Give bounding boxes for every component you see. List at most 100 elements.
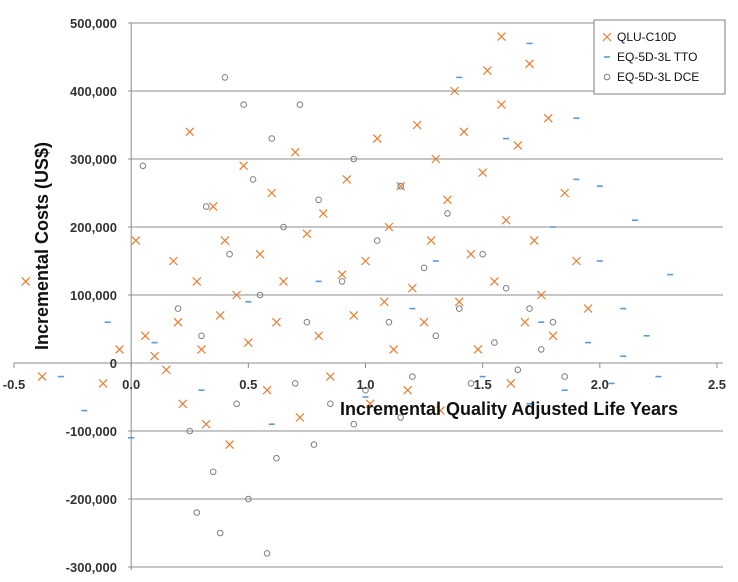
- qlu-c10d-point: [403, 385, 413, 395]
- eq5d-dce-point: [502, 284, 510, 292]
- y-tick-label: -200,000: [66, 492, 117, 507]
- y-tick-label: 0: [110, 356, 117, 371]
- qlu-c10d-point: [466, 249, 476, 259]
- qlu-c10d-point: [478, 168, 488, 178]
- eq5d-dce-point: [226, 250, 233, 258]
- eq5d-dce-point: [514, 366, 522, 374]
- x-tick-label: 2.5: [708, 377, 726, 392]
- qlu-c10d-point: [525, 59, 534, 69]
- qlu-c10d-point: [232, 290, 242, 300]
- qlu-c10d-point: [342, 174, 352, 184]
- eq5d-dce-point: [193, 509, 201, 516]
- qlu-c10d-point: [140, 331, 150, 341]
- eq5d-dce-point: [198, 332, 205, 340]
- eq5d-dce-point: [432, 332, 440, 340]
- qlu-c10d-point: [443, 195, 452, 205]
- x-tick-label: 0.0: [122, 377, 140, 392]
- qlu-c10d-point: [431, 154, 441, 164]
- qlu-c10d-point: [115, 344, 124, 354]
- qlu-c10d-point: [178, 399, 188, 409]
- eq5d-dce-point: [240, 101, 247, 108]
- eq5d-dce-point: [268, 135, 276, 142]
- qlu-c10d-point: [473, 344, 483, 354]
- qlu-c10d-point: [372, 134, 382, 144]
- qlu-c10d-point: [489, 276, 499, 286]
- qlu-c10d-point: [349, 310, 359, 320]
- eq5d-dce-point: [444, 210, 451, 217]
- qlu-c10d-point: [272, 317, 281, 327]
- legend-label: EQ-5D-3L TTO: [617, 50, 697, 64]
- y-tick-label: 500,000: [70, 16, 117, 31]
- qlu-c10d-point: [161, 365, 171, 375]
- x-axis-line: [13, 23, 723, 570]
- qlu-c10d-point: [389, 344, 399, 354]
- qlu-c10d-point: [496, 100, 506, 110]
- legend-label: QLU-C10D: [617, 30, 677, 44]
- qlu-c10d-point: [220, 236, 230, 246]
- eq5d-dce-point: [303, 318, 311, 326]
- qlu-c10d-point: [536, 290, 546, 300]
- y-tick-label: 300,000: [70, 152, 117, 167]
- eq5d-dce-point: [397, 414, 404, 421]
- eq5d-dce-point: [409, 373, 416, 380]
- qlu-c10d-point: [436, 406, 445, 416]
- qlu-c10d-point: [197, 344, 206, 354]
- x-tick-label: 1.0: [356, 377, 374, 392]
- qlu-c10d-point: [407, 283, 417, 293]
- qlu-c10d-point: [496, 32, 506, 42]
- y-tick-label: -100,000: [66, 424, 117, 439]
- qlu-c10d-point: [583, 304, 593, 314]
- qlu-c10d-point: [548, 331, 558, 341]
- qlu-c10d-point: [208, 202, 218, 212]
- qlu-c10d-point: [255, 249, 265, 259]
- qlu-c10d-point: [168, 256, 178, 266]
- eq5d-dce-point: [186, 427, 194, 435]
- gridlines: [128, 22, 723, 568]
- qlu-c10d-point: [225, 440, 235, 450]
- qlu-c10d-point: [314, 331, 324, 341]
- eq5d-dce-point: [280, 223, 287, 231]
- eq5d-dce-point: [350, 155, 358, 163]
- y-tick-label: 200,000: [70, 220, 117, 235]
- qlu-c10d-point: [243, 338, 253, 348]
- qlu-c10d-point: [543, 113, 553, 123]
- qlu-c10d-point: [412, 120, 422, 130]
- qlu-c10d-point: [295, 412, 305, 422]
- eq5d-dce-point: [455, 305, 463, 312]
- qlu-c10d-point: [365, 399, 375, 409]
- qlu-c10d-point: [262, 385, 272, 395]
- qlu-c10d-point: [520, 317, 530, 327]
- x-tick-label: 1.5: [474, 377, 492, 392]
- legend-marker: [602, 32, 612, 42]
- legend-label: EQ-5D-3L DCE: [617, 70, 699, 84]
- qlu-c10d-point: [215, 310, 225, 320]
- eq5d-dce-point: [310, 441, 318, 448]
- eq5d-dce-point: [526, 305, 533, 312]
- qlu-c10d-point: [267, 188, 277, 198]
- qlu-c10d-point: [279, 276, 288, 286]
- eq5d-dce-point: [467, 380, 475, 387]
- eq5d-dce-point: [561, 373, 568, 380]
- eq5d-dce-point: [327, 400, 334, 408]
- eq5d-dce-point: [537, 346, 545, 353]
- eq5d-dce-point: [491, 339, 498, 346]
- eq5d-dce-point: [221, 74, 229, 81]
- qlu-c10d-point: [454, 297, 464, 307]
- eq5d-dce-point: [139, 162, 147, 170]
- eq5d-dce-point: [397, 182, 404, 190]
- qlu-c10d-point: [450, 86, 459, 96]
- qlu-c10d-point: [290, 147, 300, 157]
- eq5d-dce-point: [233, 400, 240, 408]
- eq5d-dce-point: [479, 250, 486, 258]
- y-tick-label: 100,000: [70, 288, 117, 303]
- qlu-c10d-point: [337, 270, 347, 280]
- qlu-c10d-point: [185, 127, 195, 137]
- eq5d-dce-point: [263, 550, 271, 557]
- eq5d-dce-point: [216, 529, 224, 537]
- qlu-c10d-point: [560, 188, 570, 198]
- qlu-c10d-point: [571, 256, 581, 266]
- qlu-c10d-point: [384, 222, 394, 232]
- qlu-c10d-point: [37, 372, 47, 382]
- eq5d-dce-point: [385, 318, 393, 326]
